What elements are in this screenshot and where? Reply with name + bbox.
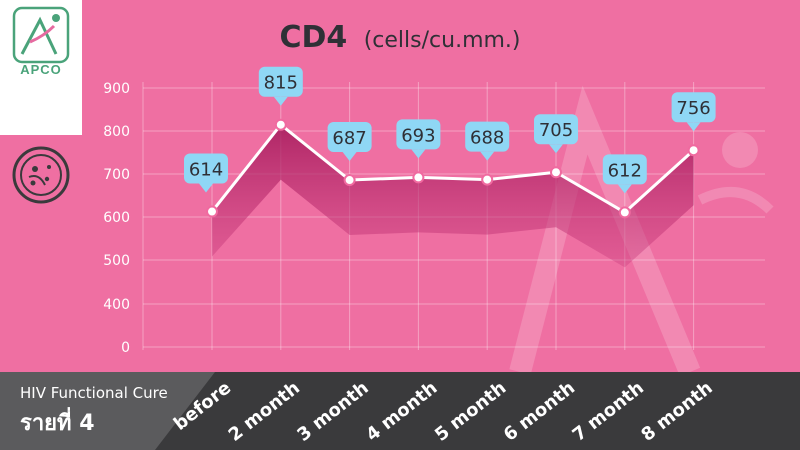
data-label: 693 — [401, 125, 435, 146]
data-label: 688 — [470, 128, 504, 149]
data-label: 705 — [539, 120, 573, 141]
case-panel-bg — [0, 372, 215, 450]
chart-title-main: CD4 — [279, 20, 348, 55]
data-label-bubble — [396, 119, 441, 150]
cell-icon-panel — [0, 135, 82, 215]
x-tick-label: 8 month — [637, 377, 716, 445]
logo-panel: APCO — [0, 0, 82, 135]
data-label-bubble — [184, 153, 228, 184]
data-label-pointer — [273, 96, 288, 106]
data-label-pointer — [549, 144, 563, 154]
series-shadow-area — [212, 124, 694, 268]
case-title: รายที่ 4 — [20, 411, 95, 436]
x-tick-label: 7 month — [569, 377, 648, 445]
series-line — [210, 123, 695, 214]
data-label-bubble — [671, 92, 716, 123]
data-label-pointer — [199, 183, 213, 193]
x-tick-label: 6 month — [500, 377, 579, 445]
x-tick-label: 5 month — [431, 377, 510, 445]
y-tick-label: 500 — [103, 253, 130, 269]
cell-icon — [12, 146, 70, 204]
x-tick-label: 2 month — [225, 377, 304, 445]
y-tick-label: 700 — [103, 167, 130, 183]
y-tick-label: 0 — [121, 340, 130, 356]
y-tick-label: 600 — [103, 210, 130, 226]
data-label-pointer — [686, 122, 701, 132]
data-point — [550, 166, 562, 179]
case-subtitle: HIV Functional Cure — [20, 384, 168, 402]
data-point — [343, 174, 356, 187]
data-label-pointer — [342, 152, 357, 162]
data-point — [206, 205, 218, 218]
y-tick-label: 900 — [103, 81, 130, 97]
data-point — [687, 144, 700, 157]
data-point — [412, 171, 425, 184]
data-label: 815 — [264, 73, 298, 94]
data-label-bubble — [258, 66, 303, 97]
data-label-pointer — [480, 151, 495, 161]
data-point — [274, 118, 287, 131]
data-label-bubble — [602, 154, 647, 185]
data-label-bubble — [465, 121, 510, 152]
data-label: 614 — [189, 160, 223, 181]
data-label-pointer — [411, 149, 426, 159]
data-label: 756 — [676, 98, 710, 119]
chart-title-unit: (cells/cu.mm.) — [363, 28, 521, 53]
y-tick-label: 800 — [103, 124, 130, 140]
x-tick-label: 3 month — [293, 377, 372, 445]
data-label: 612 — [608, 160, 642, 181]
chart-title: CD4 (cells/cu.mm.) — [0, 20, 800, 55]
data-label-bubble — [327, 122, 372, 153]
x-tick-label: before — [170, 377, 235, 434]
data-point — [618, 206, 631, 219]
logo-text: APCO — [20, 62, 62, 77]
data-label: 687 — [332, 128, 366, 149]
x-tick-label: 4 month — [362, 377, 441, 445]
data-label-bubble — [534, 114, 578, 145]
apco-logo-icon — [12, 6, 70, 64]
y-tick-label: 400 — [103, 297, 130, 313]
data-point — [481, 173, 494, 186]
data-label-pointer — [617, 184, 632, 194]
